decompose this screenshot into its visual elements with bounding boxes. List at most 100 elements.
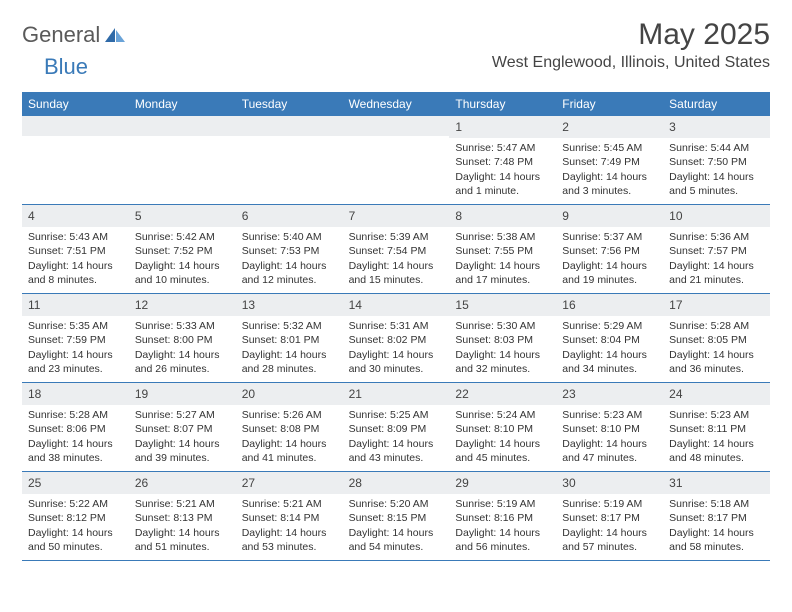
daylight-text: Daylight: 14 hours and 38 minutes. <box>28 437 123 465</box>
day-number: 29 <box>449 472 556 494</box>
day-number: 21 <box>343 383 450 405</box>
sunrise-text: Sunrise: 5:24 AM <box>455 408 550 422</box>
daylight-text: Daylight: 14 hours and 5 minutes. <box>669 170 764 198</box>
sunset-text: Sunset: 7:55 PM <box>455 244 550 258</box>
day-number: 30 <box>556 472 663 494</box>
day-body: Sunrise: 5:42 AMSunset: 7:52 PMDaylight:… <box>129 227 236 293</box>
day-body: Sunrise: 5:23 AMSunset: 8:11 PMDaylight:… <box>663 405 770 471</box>
sunset-text: Sunset: 8:06 PM <box>28 422 123 436</box>
daylight-text: Daylight: 14 hours and 57 minutes. <box>562 526 657 554</box>
daylight-text: Daylight: 14 hours and 53 minutes. <box>242 526 337 554</box>
day-number: 13 <box>236 294 343 316</box>
month-title: May 2025 <box>492 18 770 52</box>
day-cell: 29Sunrise: 5:19 AMSunset: 8:16 PMDayligh… <box>449 472 556 560</box>
daylight-text: Daylight: 14 hours and 41 minutes. <box>242 437 337 465</box>
sunrise-text: Sunrise: 5:28 AM <box>669 319 764 333</box>
daylight-text: Daylight: 14 hours and 3 minutes. <box>562 170 657 198</box>
dayname-row: Sunday Monday Tuesday Wednesday Thursday… <box>22 92 770 116</box>
day-number: 6 <box>236 205 343 227</box>
day-cell: 15Sunrise: 5:30 AMSunset: 8:03 PMDayligh… <box>449 294 556 382</box>
day-body: Sunrise: 5:21 AMSunset: 8:14 PMDaylight:… <box>236 494 343 560</box>
logo-text-blue: Blue <box>44 54 88 79</box>
sunrise-text: Sunrise: 5:31 AM <box>349 319 444 333</box>
sunset-text: Sunset: 8:17 PM <box>669 511 764 525</box>
day-number: 16 <box>556 294 663 316</box>
day-cell: 5Sunrise: 5:42 AMSunset: 7:52 PMDaylight… <box>129 205 236 293</box>
sunset-text: Sunset: 8:02 PM <box>349 333 444 347</box>
sunrise-text: Sunrise: 5:29 AM <box>562 319 657 333</box>
sunset-text: Sunset: 8:10 PM <box>562 422 657 436</box>
sunrise-text: Sunrise: 5:40 AM <box>242 230 337 244</box>
dayname-friday: Friday <box>556 92 663 116</box>
dayname-thursday: Thursday <box>449 92 556 116</box>
day-cell: 21Sunrise: 5:25 AMSunset: 8:09 PMDayligh… <box>343 383 450 471</box>
day-cell: 9Sunrise: 5:37 AMSunset: 7:56 PMDaylight… <box>556 205 663 293</box>
week-row: 18Sunrise: 5:28 AMSunset: 8:06 PMDayligh… <box>22 382 770 471</box>
day-body: Sunrise: 5:24 AMSunset: 8:10 PMDaylight:… <box>449 405 556 471</box>
day-number: 1 <box>449 116 556 138</box>
sunset-text: Sunset: 8:01 PM <box>242 333 337 347</box>
sunset-text: Sunset: 8:05 PM <box>669 333 764 347</box>
daylight-text: Daylight: 14 hours and 45 minutes. <box>455 437 550 465</box>
day-cell: 10Sunrise: 5:36 AMSunset: 7:57 PMDayligh… <box>663 205 770 293</box>
day-number: 5 <box>129 205 236 227</box>
sunrise-text: Sunrise: 5:23 AM <box>669 408 764 422</box>
day-cell: 14Sunrise: 5:31 AMSunset: 8:02 PMDayligh… <box>343 294 450 382</box>
day-number: 4 <box>22 205 129 227</box>
day-number <box>129 116 236 136</box>
daylight-text: Daylight: 14 hours and 8 minutes. <box>28 259 123 287</box>
sunset-text: Sunset: 8:17 PM <box>562 511 657 525</box>
day-cell: 31Sunrise: 5:18 AMSunset: 8:17 PMDayligh… <box>663 472 770 560</box>
day-number: 20 <box>236 383 343 405</box>
day-body: Sunrise: 5:40 AMSunset: 7:53 PMDaylight:… <box>236 227 343 293</box>
day-body: Sunrise: 5:20 AMSunset: 8:15 PMDaylight:… <box>343 494 450 560</box>
day-cell: 28Sunrise: 5:20 AMSunset: 8:15 PMDayligh… <box>343 472 450 560</box>
day-number: 26 <box>129 472 236 494</box>
day-cell: 4Sunrise: 5:43 AMSunset: 7:51 PMDaylight… <box>22 205 129 293</box>
day-number: 2 <box>556 116 663 138</box>
sunset-text: Sunset: 8:00 PM <box>135 333 230 347</box>
sunrise-text: Sunrise: 5:43 AM <box>28 230 123 244</box>
daylight-text: Daylight: 14 hours and 58 minutes. <box>669 526 764 554</box>
daylight-text: Daylight: 14 hours and 48 minutes. <box>669 437 764 465</box>
daylight-text: Daylight: 14 hours and 50 minutes. <box>28 526 123 554</box>
sunrise-text: Sunrise: 5:32 AM <box>242 319 337 333</box>
day-cell: 1Sunrise: 5:47 AMSunset: 7:48 PMDaylight… <box>449 116 556 204</box>
sunrise-text: Sunrise: 5:26 AM <box>242 408 337 422</box>
day-cell: 16Sunrise: 5:29 AMSunset: 8:04 PMDayligh… <box>556 294 663 382</box>
daylight-text: Daylight: 14 hours and 34 minutes. <box>562 348 657 376</box>
sunrise-text: Sunrise: 5:44 AM <box>669 141 764 155</box>
calendar-grid: 1Sunrise: 5:47 AMSunset: 7:48 PMDaylight… <box>22 116 770 561</box>
day-cell <box>22 116 129 204</box>
sunset-text: Sunset: 7:56 PM <box>562 244 657 258</box>
sunrise-text: Sunrise: 5:19 AM <box>455 497 550 511</box>
day-body: Sunrise: 5:45 AMSunset: 7:49 PMDaylight:… <box>556 138 663 204</box>
daylight-text: Daylight: 14 hours and 36 minutes. <box>669 348 764 376</box>
logo: General <box>22 22 128 48</box>
day-cell: 6Sunrise: 5:40 AMSunset: 7:53 PMDaylight… <box>236 205 343 293</box>
location: West Englewood, Illinois, United States <box>492 54 770 72</box>
sunrise-text: Sunrise: 5:19 AM <box>562 497 657 511</box>
sunrise-text: Sunrise: 5:20 AM <box>349 497 444 511</box>
day-cell: 2Sunrise: 5:45 AMSunset: 7:49 PMDaylight… <box>556 116 663 204</box>
sunset-text: Sunset: 8:13 PM <box>135 511 230 525</box>
logo-text-general: General <box>22 22 100 48</box>
day-body: Sunrise: 5:33 AMSunset: 8:00 PMDaylight:… <box>129 316 236 382</box>
daylight-text: Daylight: 14 hours and 28 minutes. <box>242 348 337 376</box>
sunrise-text: Sunrise: 5:39 AM <box>349 230 444 244</box>
sunset-text: Sunset: 7:53 PM <box>242 244 337 258</box>
sunset-text: Sunset: 8:14 PM <box>242 511 337 525</box>
day-number <box>22 116 129 136</box>
day-number: 24 <box>663 383 770 405</box>
day-number: 7 <box>343 205 450 227</box>
day-body: Sunrise: 5:26 AMSunset: 8:08 PMDaylight:… <box>236 405 343 471</box>
sunset-text: Sunset: 7:48 PM <box>455 155 550 169</box>
daylight-text: Daylight: 14 hours and 15 minutes. <box>349 259 444 287</box>
logo-sail-icon <box>104 27 126 43</box>
daylight-text: Daylight: 14 hours and 30 minutes. <box>349 348 444 376</box>
day-body: Sunrise: 5:32 AMSunset: 8:01 PMDaylight:… <box>236 316 343 382</box>
day-body: Sunrise: 5:28 AMSunset: 8:06 PMDaylight:… <box>22 405 129 471</box>
day-number <box>343 116 450 136</box>
day-cell <box>236 116 343 204</box>
daylight-text: Daylight: 14 hours and 47 minutes. <box>562 437 657 465</box>
